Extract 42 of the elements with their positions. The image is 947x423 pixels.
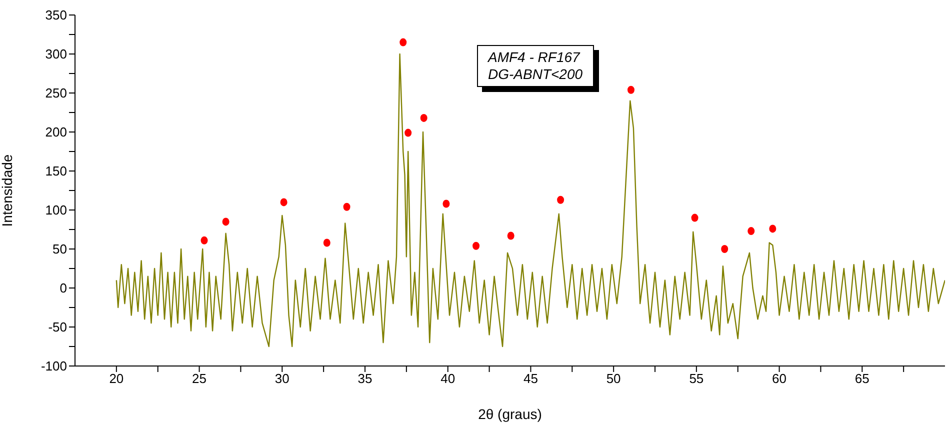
x-tick-label: 45: [523, 371, 538, 386]
point: [280, 198, 288, 206]
y-tick-label: 0: [60, 280, 67, 296]
y-tick-label: -50: [48, 320, 67, 335]
x-tick-label: 30: [274, 371, 290, 386]
annotation: AMF4 - RF167: [488, 49, 582, 66]
x-tick-label: 50: [606, 371, 621, 386]
y-tick-label: 150: [45, 164, 67, 179]
x-tick-label: 60: [772, 371, 787, 386]
y-axis-title: Intensidade: [0, 154, 15, 227]
line-series: [116, 53, 945, 348]
point: [323, 238, 330, 247]
y-tick-label: 350: [45, 8, 67, 23]
point: [557, 196, 564, 204]
point: [400, 38, 407, 46]
y-tick-label: 250: [45, 86, 67, 101]
point: [748, 227, 755, 236]
point: [442, 200, 450, 208]
x-tick-label: 35: [358, 371, 372, 386]
point: [420, 114, 428, 122]
point: [721, 245, 728, 253]
y-tick-label: 300: [45, 46, 67, 62]
x-axis-title: 2θ (graus): [478, 406, 542, 422]
y-tick-label: 50: [52, 242, 67, 257]
point: [343, 202, 350, 211]
x-tick-label: 65: [854, 371, 870, 386]
y-tick-label: -100: [40, 358, 67, 374]
point: [200, 236, 208, 244]
point: [404, 128, 412, 137]
point: [507, 232, 514, 240]
x-tick-label: 25: [192, 371, 207, 386]
annotation: DG-ABNT<200: [488, 66, 583, 83]
point: [691, 214, 698, 222]
x-tick-label: 40: [440, 371, 456, 386]
point: [769, 224, 776, 233]
point: [627, 86, 634, 94]
y-tick-label: 100: [45, 202, 67, 218]
x-tick-label: 20: [109, 371, 124, 386]
x-tick-label: 55: [689, 371, 704, 386]
point: [222, 218, 230, 226]
y-tick-label: 200: [45, 124, 67, 140]
point: [472, 242, 480, 250]
